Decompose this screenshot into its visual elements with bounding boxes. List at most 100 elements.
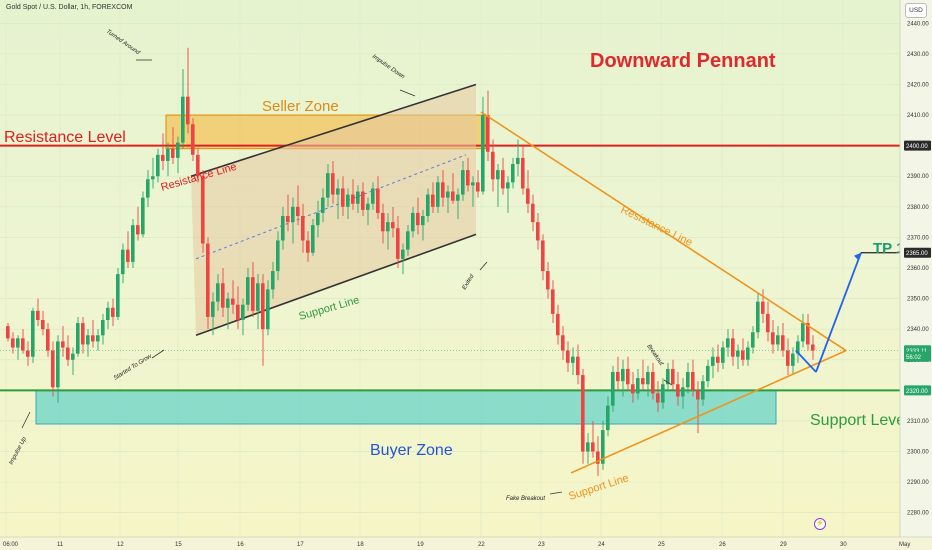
annotation-arrow xyxy=(21,411,31,429)
y-tick-label: 2300.00 xyxy=(907,450,929,456)
candle-body xyxy=(261,283,265,330)
tp-label: TP 1 xyxy=(873,240,904,257)
candle-body xyxy=(276,240,280,272)
candle-body xyxy=(86,335,90,345)
time-axis-panel xyxy=(0,537,932,550)
candle-body xyxy=(201,176,205,244)
candle-body xyxy=(706,365,710,382)
candle-body xyxy=(521,157,525,189)
candle-body xyxy=(681,387,685,397)
candle-body xyxy=(111,307,115,317)
candle-body xyxy=(356,191,360,204)
candle-body xyxy=(6,326,10,339)
candle-body xyxy=(116,274,120,317)
candle-body xyxy=(236,304,240,320)
candle-body xyxy=(61,341,65,348)
y-tick-label: 2340.00 xyxy=(907,327,929,333)
candle-body xyxy=(641,378,645,385)
candle-body xyxy=(771,332,775,345)
candle-body xyxy=(106,307,110,320)
price-badge xyxy=(904,247,931,258)
candle-body xyxy=(426,194,430,216)
candle-body xyxy=(361,191,365,210)
y-tick-label: 2440.00 xyxy=(907,21,929,27)
candle-body xyxy=(221,283,225,308)
started-to-grow-annotation: Started To Grow xyxy=(113,353,154,381)
projection-line xyxy=(815,252,862,373)
lightning-icon[interactable]: ⚡ xyxy=(814,518,826,530)
candle-body xyxy=(401,249,405,259)
candle-body xyxy=(656,393,660,403)
candle-body xyxy=(371,188,375,204)
candle-body xyxy=(131,225,135,262)
candle-body xyxy=(21,338,25,351)
candle-body xyxy=(36,310,40,320)
chart-title: Downward Pennant xyxy=(590,50,776,72)
candle-body xyxy=(291,206,295,223)
candle-body xyxy=(366,203,370,210)
candle-body xyxy=(501,170,505,189)
candle-body xyxy=(691,372,695,391)
candle-body xyxy=(246,277,250,305)
candle-body xyxy=(626,368,630,385)
candle-body xyxy=(716,356,720,363)
candle-body xyxy=(296,206,300,216)
y-tick-label: 2350.00 xyxy=(907,297,929,303)
candle-body xyxy=(271,271,275,290)
x-tick-label: 22 xyxy=(478,542,485,548)
support-level-label: Support Level xyxy=(810,412,909,429)
candle-body xyxy=(351,194,355,204)
candle-body xyxy=(541,240,545,272)
candle-body xyxy=(646,372,650,385)
candle-body xyxy=(26,350,30,357)
candle-body xyxy=(151,176,155,180)
channel-fill xyxy=(191,84,476,336)
candle-body xyxy=(96,335,100,342)
triangle-lower-line xyxy=(570,349,847,474)
candle-body xyxy=(591,442,595,452)
candle-body xyxy=(476,182,480,192)
candle-body xyxy=(556,313,560,336)
candle-body xyxy=(766,313,770,333)
candle-body xyxy=(701,381,705,400)
candle-body xyxy=(431,194,435,207)
candle-body xyxy=(786,350,790,366)
x-tick-label: 25 xyxy=(658,542,665,548)
candle-body xyxy=(346,194,350,207)
x-tick-label: 30 xyxy=(840,542,847,548)
candle-body xyxy=(91,335,95,342)
candle-body xyxy=(491,151,495,180)
currency-button[interactable]: USD xyxy=(905,3,927,18)
candle-body xyxy=(506,182,510,189)
candle-body xyxy=(451,191,455,201)
buyer-zone xyxy=(35,389,777,425)
candle-body xyxy=(331,173,335,195)
candle-body xyxy=(806,323,810,345)
candle-body xyxy=(196,154,200,177)
annotation-arrow xyxy=(663,379,673,386)
candle-body xyxy=(376,188,380,213)
candle-body xyxy=(721,347,725,363)
candle-body xyxy=(566,350,570,363)
candle-body xyxy=(326,173,330,198)
candle-body xyxy=(306,240,310,253)
candle-body xyxy=(536,222,540,241)
candle-body xyxy=(696,390,700,400)
candle-body xyxy=(171,148,175,158)
candle-body xyxy=(386,222,390,232)
candle-body xyxy=(561,335,565,351)
annotation-arrow xyxy=(399,89,416,97)
candle-body xyxy=(161,154,165,161)
candle-body xyxy=(141,197,145,235)
candle-body xyxy=(546,271,550,290)
candle-body xyxy=(51,350,55,388)
candle-body xyxy=(631,384,635,394)
price-badge xyxy=(904,385,931,396)
candle-body xyxy=(636,378,640,394)
x-tick-label: 12 xyxy=(117,542,124,548)
candle-body xyxy=(756,301,760,333)
candle-body xyxy=(211,301,215,317)
candle-body xyxy=(471,182,475,186)
candle-body xyxy=(726,338,730,348)
